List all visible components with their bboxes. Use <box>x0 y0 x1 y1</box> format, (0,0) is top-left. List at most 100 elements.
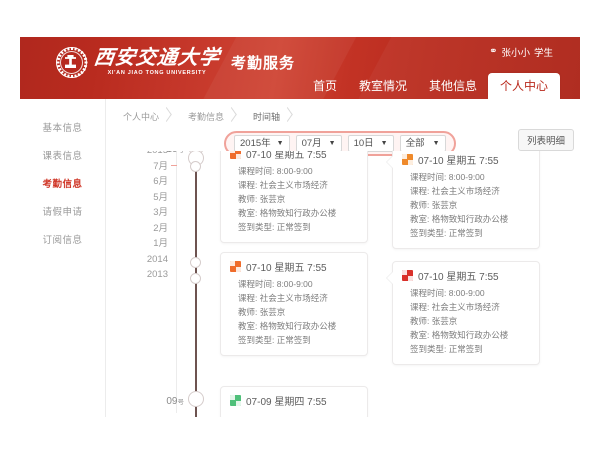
day-unit: 号 <box>178 151 185 154</box>
card-header: 07-10 星期五 7:55 <box>230 151 358 161</box>
card-pointer <box>387 156 393 168</box>
sidebar-item-4[interactable]: 订阅信息 <box>42 235 83 246</box>
list-detail-button[interactable]: 列表明细 <box>517 129 574 151</box>
day-number: 09 <box>166 396 178 407</box>
timeline-period-3[interactable]: 5月 <box>153 191 168 203</box>
attendance-green-icon <box>230 395 241 406</box>
card-field-teacher: 教师: 张芸京 <box>410 316 458 326</box>
filter-scope[interactable]: 全部 ▼ <box>399 135 446 152</box>
timeline-period-8[interactable]: 2013 <box>146 269 168 280</box>
sidebar-item-2[interactable]: 考勤信息 <box>42 179 83 190</box>
timeline-period-4[interactable]: 3月 <box>153 207 168 218</box>
card-field-teacher: 教师: 张芸京 <box>238 194 286 204</box>
site-header: 西安交通大学 XI'AN JIAO TONG UNIVERSITY 考勤服务 ⚭… <box>20 37 580 99</box>
card-field-time: 课程时间: 8:00-9:00 <box>410 288 485 298</box>
chevron-down-icon: ▼ <box>432 140 440 147</box>
timeline-card[interactable]: 07-10 星期五 7:55 课程时间: 8:00-9:00 课程: 社会主义市场经… <box>220 252 368 356</box>
nav-item-3[interactable]: 个人中心 <box>487 73 560 99</box>
card-title: 07-09 星期四 7:55 <box>246 397 327 408</box>
card-field-type: 签到类型: 正常签到 <box>410 228 483 238</box>
timeline-period-0[interactable]: 2015 <box>106 151 168 159</box>
system-name: 考勤服务 <box>231 55 296 72</box>
card-field-course: 课程: 社会主义市场经济 <box>238 293 328 303</box>
timeline-period-1[interactable]: 7月 <box>106 159 177 175</box>
chevron-down-icon: ▼ <box>328 140 336 147</box>
timeline-card[interactable]: 07-09 星期四 7:55 <box>220 386 368 417</box>
filter-month-value: 07月 <box>301 138 322 149</box>
filter-group: 2015年 ▼ 07月 ▼ 10日 ▼ 全部 ▼ <box>224 131 456 156</box>
day-unit: 号 <box>177 399 185 406</box>
nav-item-1[interactable]: 教室情况 <box>358 79 407 93</box>
filter-year[interactable]: 2015年 ▼ <box>234 135 290 152</box>
user-role: 学生 <box>533 48 553 59</box>
card-title: 07-10 星期五 7:55 <box>418 272 499 283</box>
card-title: 07-10 星期五 7:55 <box>418 156 499 167</box>
user-name: 张小小 <box>501 48 530 59</box>
card-pointer <box>387 272 393 284</box>
breadcrumb-item-2[interactable]: 时间轴 <box>240 107 296 127</box>
card-header: 07-09 星期四 7:55 <box>230 393 358 408</box>
timeline-period-2[interactable]: 6月 <box>153 176 168 187</box>
attendance-orange-icon <box>230 261 241 272</box>
university-name-en: XI'AN JIAO TONG UNIVERSITY <box>107 70 207 77</box>
university-seal-icon <box>56 47 87 78</box>
timeline-card[interactable]: 07-10 星期五 7:55 课程时间: 8:00-9:00 课程: 社会主义市场经… <box>387 261 540 365</box>
card-field-course: 课程: 社会主义市场经济 <box>410 302 500 312</box>
card-field-type: 签到类型: 正常签到 <box>410 344 483 354</box>
timeline: 20157月6月5月3月2月1月20142013 10号09号07-10 星期五… <box>106 151 580 417</box>
timeline-node-3[interactable] <box>190 257 201 268</box>
content-area: 基本信息 课表信息 考勤信息 请假申请 订阅信息 个人中心 考勤信息 时间轴 2015年 ▼ 0… <box>20 99 580 417</box>
card-field-time: 课程时间: 8:00-9:00 <box>410 172 485 182</box>
attendance-red-icon <box>402 270 413 281</box>
card-field-type: 签到类型: 正常签到 <box>238 335 311 345</box>
card-field-teacher: 教师: 张芸京 <box>238 307 286 317</box>
timeline-card[interactable]: 07-10 星期五 7:55 课程时间: 8:00-9:00 课程: 社会主义市场经… <box>387 151 540 249</box>
card-field-room: 教室: 格物致知行政办公楼 <box>238 321 337 331</box>
card-field-time: 课程时间: 8:00-9:00 <box>238 279 313 289</box>
sidebar-nav: 基本信息课表信息考勤信息请假申请订阅信息 <box>20 99 106 417</box>
attendance-orange-icon <box>230 151 241 159</box>
timeline-card[interactable]: 07-10 星期五 7:55 课程时间: 8:00-9:00 课程: 社会主义市场经… <box>220 151 368 243</box>
card-field-course: 课程: 社会主义市场经济 <box>410 186 500 196</box>
card-header: 07-10 星期五 7:55 <box>230 259 358 274</box>
card-header: 07-10 星期五 7:55 <box>402 268 530 283</box>
card-field-room: 教室: 格物致知行政办公楼 <box>410 214 509 224</box>
timeline-period-7[interactable]: 2014 <box>146 253 168 265</box>
timeline-day-label-1: 09号 <box>144 396 184 407</box>
chevron-down-icon: ▼ <box>380 140 388 147</box>
card-field-course: 课程: 社会主义市场经济 <box>238 180 328 190</box>
nav-item-0[interactable]: 首页 <box>312 79 337 93</box>
sidebar-item-3[interactable]: 请假申请 <box>42 207 83 218</box>
breadcrumb-item-0[interactable]: 个人中心 <box>110 107 175 127</box>
sidebar-item-1[interactable]: 课表信息 <box>42 151 83 162</box>
chevron-down-icon: ▼ <box>276 140 284 147</box>
card-field-type: 签到类型: 正常签到 <box>238 222 311 232</box>
filter-day-value: 10日 <box>353 138 374 149</box>
timeline-period-5[interactable]: 2月 <box>153 222 168 234</box>
filter-month[interactable]: 07月 ▼ <box>295 135 342 152</box>
breadcrumb-item-1[interactable]: 考勤信息 <box>175 107 240 127</box>
filter-day[interactable]: 10日 ▼ <box>347 135 394 152</box>
person-icon: ⚭ <box>489 46 498 57</box>
nav-item-2[interactable]: 其他信息 <box>428 79 477 93</box>
card-field-teacher: 教师: 张芸京 <box>410 200 458 210</box>
attendance-orange-icon <box>402 154 413 165</box>
timeline-node-5[interactable] <box>188 391 204 407</box>
breadcrumb: 个人中心 考勤信息 时间轴 <box>110 107 580 127</box>
card-title: 07-10 星期五 7:55 <box>246 263 327 274</box>
timeline-period-6[interactable]: 1月 <box>153 238 168 249</box>
card-title: 07-10 星期五 7:55 <box>246 151 327 161</box>
main-nav: 首页 教室情况 其他信息 个人中心 <box>302 73 560 99</box>
card-field-room: 教室: 格物致知行政办公楼 <box>238 208 337 218</box>
brand-block[interactable]: 西安交通大学 XI'AN JIAO TONG UNIVERSITY 考勤服务 <box>56 47 295 78</box>
timeline-node-2[interactable] <box>190 161 201 172</box>
day-number: 10 <box>166 151 177 155</box>
timeline-node-4[interactable] <box>190 273 201 284</box>
timeline-period-list: 20157月6月 5月 3月 2月 1月 2014 2013 <box>106 151 177 413</box>
timeline-day-label-0: 10号 <box>144 151 184 155</box>
sidebar-item-0[interactable]: 基本信息 <box>42 123 83 134</box>
user-info[interactable]: ⚭ 张小小 学生 <box>489 45 553 60</box>
university-name-cn: 西安交通大学 <box>92 47 222 70</box>
